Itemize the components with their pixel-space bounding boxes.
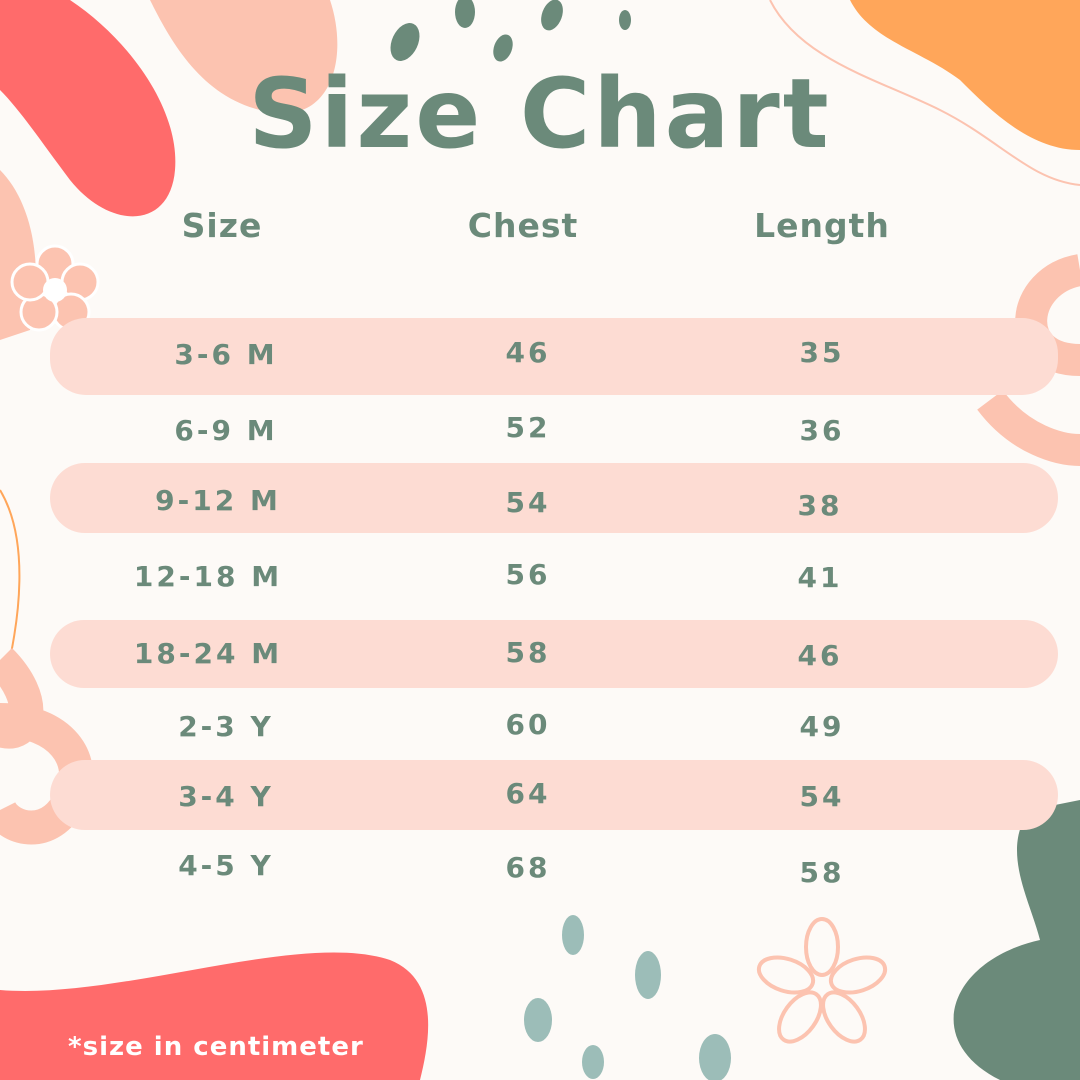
- size-cell: 9-12 M: [155, 484, 281, 517]
- row-band: [50, 620, 1058, 688]
- dots-bottom: [524, 915, 731, 1080]
- size-cell: 3-6 M: [174, 338, 278, 371]
- row-band: [50, 463, 1058, 533]
- header-length: Length: [754, 206, 890, 245]
- line-squiggle-top-right: [769, 0, 1080, 186]
- red-blob-top-left: [0, 0, 176, 217]
- header-size: Size: [181, 206, 263, 245]
- page-title: Size Chart: [248, 58, 832, 170]
- header-chest: Chest: [467, 206, 579, 245]
- chest-cell: 60: [505, 708, 551, 741]
- length-cell: 36: [799, 414, 845, 447]
- size-cell: 3-4 Y: [178, 780, 274, 813]
- length-cell: 35: [799, 336, 845, 369]
- chest-cell: 58: [505, 636, 551, 669]
- chest-cell: 68: [505, 851, 551, 884]
- size-cell: 12-18 M: [133, 560, 283, 593]
- chest-cell: 54: [505, 486, 551, 519]
- red-blob-bottom-left: [0, 952, 429, 1080]
- dots-top: [390, 0, 631, 62]
- chest-cell: 52: [505, 411, 551, 444]
- chest-cell: 64: [505, 777, 551, 810]
- size-cell: 4-5 Y: [178, 849, 274, 882]
- size-cell: 6-9 M: [174, 414, 278, 447]
- length-cell: 38: [797, 489, 843, 522]
- length-cell: 58: [799, 856, 845, 889]
- salmon-blob-top: [150, 0, 338, 114]
- length-cell: 41: [797, 561, 843, 594]
- length-cell: 46: [797, 639, 843, 672]
- size-cell: 2-3 Y: [178, 710, 274, 743]
- row-band: [50, 318, 1058, 395]
- chest-cell: 56: [505, 558, 551, 591]
- row-band: [50, 760, 1058, 830]
- length-cell: 49: [799, 710, 845, 743]
- green-blob-bottom-right: [953, 800, 1080, 1080]
- chest-cell: 46: [505, 336, 551, 369]
- flower-outline-icon: [756, 917, 888, 1044]
- length-cell: 54: [799, 780, 845, 813]
- size-cell: 18-24 M: [133, 637, 283, 670]
- orange-blob-top-right: [850, 0, 1080, 150]
- unit-note: *size in centimeter: [68, 1032, 364, 1062]
